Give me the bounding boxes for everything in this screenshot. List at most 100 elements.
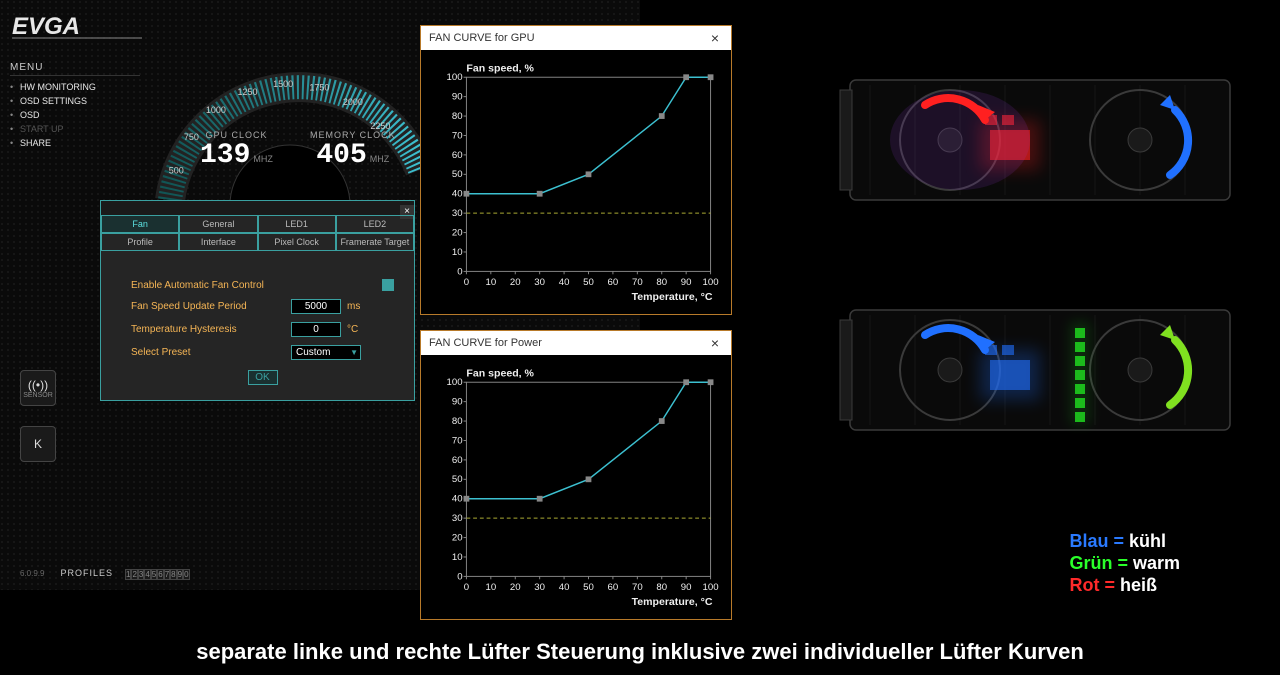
svg-text:20: 20 — [510, 277, 521, 288]
svg-text:Fan speed, %: Fan speed, % — [466, 62, 534, 74]
profile-slot-8[interactable]: 8 — [170, 569, 176, 580]
svg-text:20: 20 — [510, 582, 521, 593]
window-titlebar[interactable]: FAN CURVE for GPU × — [421, 26, 731, 50]
window-title: FAN CURVE for GPU — [429, 32, 707, 44]
svg-text:80: 80 — [656, 582, 667, 593]
tab-profile[interactable]: Profile — [101, 233, 179, 251]
svg-text:60: 60 — [452, 455, 463, 466]
svg-text:60: 60 — [608, 582, 619, 593]
settings-titlebar: × — [101, 201, 414, 215]
svg-text:30: 30 — [534, 277, 545, 288]
window-title: FAN CURVE for Power — [429, 337, 707, 349]
hysteresis-input[interactable] — [291, 322, 341, 337]
svg-text:60: 60 — [608, 277, 619, 288]
ok-button[interactable]: OK — [248, 370, 278, 385]
update-period-label: Fan Speed Update Period — [131, 301, 291, 312]
svg-text:60: 60 — [452, 150, 463, 161]
gpu-clock-display: GPU CLOCK 139MHZ — [200, 130, 273, 171]
tab-led2[interactable]: LED2 — [336, 215, 414, 233]
svg-text:Fan speed, %: Fan speed, % — [466, 367, 534, 379]
svg-text:1000: 1000 — [206, 105, 226, 115]
svg-text:20: 20 — [452, 227, 463, 238]
svg-text:30: 30 — [452, 208, 463, 219]
svg-text:70: 70 — [452, 435, 463, 446]
svg-text:EVGA: EVGA — [12, 13, 80, 40]
tab-pixel-clock[interactable]: Pixel Clock — [258, 233, 336, 251]
enable-auto-fan-checkbox[interactable] — [382, 279, 394, 291]
menu-item-osd[interactable]: OSD — [10, 108, 140, 122]
caption-text: separate linke und rechte Lüfter Steueru… — [0, 639, 1280, 665]
svg-text:70: 70 — [452, 130, 463, 141]
svg-text:90: 90 — [452, 92, 463, 103]
hysteresis-label: Temperature Hysteresis — [131, 324, 291, 335]
gpu-thermal-illustration-hot — [830, 50, 1250, 230]
svg-text:100: 100 — [703, 582, 719, 593]
svg-text:50: 50 — [452, 169, 463, 180]
tab-general[interactable]: General — [179, 215, 257, 233]
gpu-thermal-illustration-cool — [830, 280, 1250, 460]
tab-interface[interactable]: Interface — [179, 233, 257, 251]
svg-text:0: 0 — [464, 582, 469, 593]
menu-title: MENU — [10, 62, 140, 76]
svg-text:40: 40 — [559, 582, 570, 593]
main-menu: MENU HW MONITORINGOSD SETTINGSOSDSTART U… — [10, 62, 140, 150]
svg-text:500: 500 — [169, 165, 184, 175]
svg-text:10: 10 — [485, 277, 496, 288]
menu-item-hw-monitoring[interactable]: HW MONITORING — [10, 80, 140, 94]
profiles-bar: 6.0.9.9 PROFILES 1234567890 — [20, 564, 190, 582]
fan-settings-dialog: × FanGeneralLED1LED2 ProfileInterfacePix… — [100, 200, 415, 401]
fan-curve-gpu-chart[interactable]: 0102030405060708090100010203040506070809… — [429, 58, 723, 306]
enable-auto-fan-label: Enable Automatic Fan Control — [131, 280, 291, 291]
update-period-input[interactable] — [291, 299, 341, 314]
preset-label: Select Preset — [131, 347, 291, 358]
fan-curve-gpu-window: FAN CURVE for GPU × 0 10 20 30 40 50 60 70 80 90 1… — [420, 25, 732, 315]
profile-slot-2[interactable]: 2 — [131, 569, 137, 580]
svg-text:100: 100 — [447, 377, 463, 388]
svg-text:90: 90 — [681, 277, 692, 288]
svg-text:30: 30 — [534, 582, 545, 593]
svg-text:40: 40 — [559, 277, 570, 288]
sensor-button[interactable]: ((•))SENSOR — [20, 370, 56, 406]
close-icon[interactable]: × — [707, 335, 723, 351]
profile-slot-6[interactable]: 6 — [157, 569, 163, 580]
svg-text:90: 90 — [681, 582, 692, 593]
svg-text:100: 100 — [447, 72, 463, 83]
svg-text:50: 50 — [583, 582, 594, 593]
svg-text:10: 10 — [485, 582, 496, 593]
preset-select[interactable]: Custom — [291, 345, 361, 360]
svg-text:1500: 1500 — [273, 79, 293, 89]
profile-slot-0[interactable]: 0 — [183, 569, 189, 580]
svg-text:40: 40 — [452, 494, 463, 505]
svg-text:100: 100 — [703, 277, 719, 288]
window-titlebar[interactable]: FAN CURVE for Power × — [421, 331, 731, 355]
svg-text:2000: 2000 — [343, 97, 363, 107]
svg-text:80: 80 — [656, 277, 667, 288]
close-icon[interactable]: × — [707, 30, 723, 46]
svg-text:30: 30 — [452, 513, 463, 524]
svg-text:Temperature, °C: Temperature, °C — [632, 596, 713, 608]
kboost-button[interactable]: K — [20, 426, 56, 462]
svg-text:10: 10 — [452, 247, 463, 258]
tab-framerate-target[interactable]: Framerate Target — [336, 233, 414, 251]
clock-gauge: 0250500750100012501500175020002250 — [130, 30, 450, 210]
profiles-label: PROFILES — [60, 568, 113, 578]
fan-curve-power-chart[interactable]: 0102030405060708090100010203040506070809… — [429, 363, 723, 611]
color-legend: Blau = kühl Grün = warm Rot = heiß — [1069, 530, 1180, 596]
tab-fan[interactable]: Fan — [101, 215, 179, 233]
profile-slot-4[interactable]: 4 — [144, 569, 150, 580]
tab-led1[interactable]: LED1 — [258, 215, 336, 233]
svg-text:70: 70 — [632, 277, 643, 288]
fan-curve-power-window: FAN CURVE for Power × 0 10 20 30 40 50 60 70 80 9… — [420, 330, 732, 620]
svg-text:40: 40 — [452, 189, 463, 200]
menu-item-osd-settings[interactable]: OSD SETTINGS — [10, 94, 140, 108]
svg-text:0: 0 — [457, 571, 462, 582]
svg-text:80: 80 — [452, 111, 463, 122]
svg-text:750: 750 — [184, 132, 199, 142]
svg-text:0: 0 — [464, 277, 469, 288]
menu-item-start-up[interactable]: START UP — [10, 122, 140, 136]
memory-clock-display: MEMORY CLOCK 405MHZ — [310, 130, 396, 171]
svg-text:0: 0 — [457, 266, 462, 277]
menu-item-share[interactable]: SHARE — [10, 136, 140, 150]
svg-text:90: 90 — [452, 397, 463, 408]
svg-text:70: 70 — [632, 582, 643, 593]
